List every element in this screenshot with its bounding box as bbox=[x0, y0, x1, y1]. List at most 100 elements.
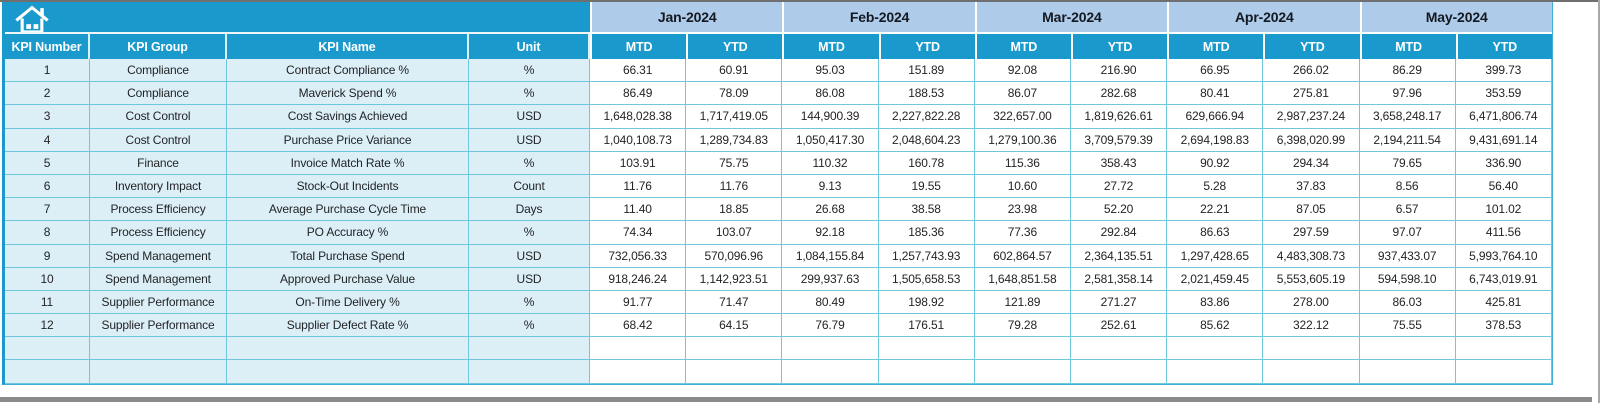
cell-value[interactable]: 101.02 bbox=[1455, 198, 1552, 222]
cell-value[interactable]: 11.40 bbox=[590, 198, 687, 222]
empty-cell[interactable] bbox=[90, 360, 227, 384]
cell-value[interactable]: 271.27 bbox=[1070, 290, 1168, 315]
cell-value[interactable]: 198.92 bbox=[878, 290, 975, 315]
cell-value[interactable]: 629,666.94 bbox=[1167, 105, 1264, 129]
cell-kpi-number[interactable]: 7 bbox=[5, 198, 90, 222]
cell-value[interactable]: 60.91 bbox=[686, 59, 783, 83]
cell-value[interactable]: 292.84 bbox=[1070, 221, 1168, 245]
cell-value[interactable]: 22.21 bbox=[1167, 198, 1264, 222]
cell-value[interactable]: 86.49 bbox=[590, 82, 687, 106]
cell-value[interactable]: 19.55 bbox=[878, 174, 975, 199]
cell-value[interactable]: 937,433.07 bbox=[1359, 244, 1456, 268]
cell-value[interactable]: 27.72 bbox=[1070, 174, 1168, 199]
cell-value[interactable]: 92.08 bbox=[974, 59, 1071, 83]
cell-kpi-group[interactable]: Spend Management bbox=[90, 244, 227, 268]
cell-kpi-name[interactable]: Average Purchase Cycle Time bbox=[227, 198, 469, 222]
cell-kpi-name[interactable]: Total Purchase Spend bbox=[227, 244, 469, 268]
cell-value[interactable]: 3,658,248.17 bbox=[1359, 105, 1456, 129]
cell-unit[interactable]: % bbox=[469, 151, 590, 175]
cell-value[interactable]: 38.58 bbox=[878, 198, 975, 222]
cell-value[interactable]: 6,398,020.99 bbox=[1263, 128, 1360, 152]
cell-value[interactable]: 299,937.63 bbox=[782, 267, 879, 291]
cell-value[interactable]: 66.31 bbox=[590, 59, 687, 83]
cell-value[interactable]: 97.96 bbox=[1359, 82, 1456, 106]
cell-value[interactable]: 188.53 bbox=[878, 82, 975, 106]
cell-value[interactable]: 176.51 bbox=[878, 314, 975, 338]
cell-value[interactable]: 358.43 bbox=[1070, 151, 1168, 175]
cell-value[interactable]: 75.55 bbox=[1359, 314, 1456, 338]
cell-value[interactable]: 6,743,019.91 bbox=[1455, 267, 1552, 291]
cell-kpi-group[interactable]: Compliance bbox=[90, 82, 227, 106]
cell-value[interactable]: 68.42 bbox=[590, 314, 687, 338]
cell-kpi-group[interactable]: Finance bbox=[90, 151, 227, 175]
cell-kpi-number[interactable]: 4 bbox=[5, 128, 90, 152]
cell-unit[interactable]: USD bbox=[469, 128, 590, 152]
cell-value[interactable]: 266.02 bbox=[1263, 59, 1360, 83]
cell-value[interactable]: 5,553,605.19 bbox=[1263, 267, 1360, 291]
cell-kpi-number[interactable]: 2 bbox=[5, 82, 90, 106]
empty-cell[interactable] bbox=[686, 337, 783, 361]
cell-value[interactable]: 602,864.57 bbox=[974, 244, 1071, 268]
empty-cell[interactable] bbox=[782, 360, 879, 384]
cell-value[interactable]: 10.60 bbox=[974, 174, 1071, 199]
cell-value[interactable]: 216.90 bbox=[1070, 59, 1168, 83]
cell-value[interactable]: 66.95 bbox=[1167, 59, 1264, 83]
cell-kpi-group[interactable]: Compliance bbox=[90, 59, 227, 83]
cell-unit[interactable]: % bbox=[469, 314, 590, 338]
cell-value[interactable]: 2,227,822.28 bbox=[878, 105, 975, 129]
cell-kpi-name[interactable]: Purchase Price Variance bbox=[227, 128, 469, 152]
home-button[interactable] bbox=[14, 4, 50, 32]
cell-value[interactable]: 97.07 bbox=[1359, 221, 1456, 245]
cell-value[interactable]: 1,050,417.30 bbox=[782, 128, 879, 152]
cell-unit[interactable]: Count bbox=[469, 174, 590, 199]
empty-cell[interactable] bbox=[5, 360, 90, 384]
empty-cell[interactable] bbox=[1167, 337, 1264, 361]
cell-kpi-group[interactable]: Cost Control bbox=[90, 128, 227, 152]
cell-value[interactable]: 86.07 bbox=[974, 82, 1071, 106]
cell-value[interactable]: 732,056.33 bbox=[590, 244, 687, 268]
empty-cell[interactable] bbox=[1263, 337, 1360, 361]
cell-value[interactable]: 336.90 bbox=[1455, 151, 1552, 175]
cell-value[interactable]: 95.03 bbox=[782, 59, 879, 83]
cell-value[interactable]: 85.62 bbox=[1167, 314, 1264, 338]
cell-kpi-group[interactable]: Process Efficiency bbox=[90, 221, 227, 245]
cell-value[interactable]: 18.85 bbox=[686, 198, 783, 222]
cell-kpi-group[interactable]: Spend Management bbox=[90, 267, 227, 291]
empty-cell[interactable] bbox=[878, 337, 975, 361]
cell-kpi-name[interactable]: Supplier Defect Rate % bbox=[227, 314, 469, 338]
empty-cell[interactable] bbox=[469, 337, 590, 361]
cell-value[interactable]: 92.18 bbox=[782, 221, 879, 245]
cell-kpi-number[interactable]: 1 bbox=[5, 59, 90, 83]
cell-value[interactable]: 322.12 bbox=[1263, 314, 1360, 338]
cell-value[interactable]: 2,581,358.14 bbox=[1070, 267, 1168, 291]
cell-value[interactable]: 87.05 bbox=[1263, 198, 1360, 222]
cell-kpi-number[interactable]: 12 bbox=[5, 314, 90, 338]
cell-value[interactable]: 1,040,108.73 bbox=[590, 128, 687, 152]
cell-value[interactable]: 294.34 bbox=[1263, 151, 1360, 175]
cell-value[interactable]: 4,483,308.73 bbox=[1263, 244, 1360, 268]
cell-value[interactable]: 56.40 bbox=[1455, 174, 1552, 199]
cell-value[interactable]: 252.61 bbox=[1070, 314, 1168, 338]
cell-unit[interactable]: % bbox=[469, 290, 590, 315]
cell-value[interactable]: 185.36 bbox=[878, 221, 975, 245]
cell-value[interactable]: 83.86 bbox=[1167, 290, 1264, 315]
cell-value[interactable]: 26.68 bbox=[782, 198, 879, 222]
cell-value[interactable]: 23.98 bbox=[974, 198, 1071, 222]
cell-value[interactable]: 11.76 bbox=[686, 174, 783, 199]
cell-value[interactable]: 74.34 bbox=[590, 221, 687, 245]
cell-value[interactable]: 160.78 bbox=[878, 151, 975, 175]
cell-value[interactable]: 91.77 bbox=[590, 290, 687, 315]
cell-value[interactable]: 144,900.39 bbox=[782, 105, 879, 129]
cell-value[interactable]: 80.41 bbox=[1167, 82, 1264, 106]
cell-kpi-group[interactable]: Cost Control bbox=[90, 105, 227, 129]
cell-kpi-number[interactable]: 5 bbox=[5, 151, 90, 175]
cell-value[interactable]: 71.47 bbox=[686, 290, 783, 315]
cell-value[interactable]: 425.81 bbox=[1455, 290, 1552, 315]
cell-value[interactable]: 75.75 bbox=[686, 151, 783, 175]
cell-value[interactable]: 6.57 bbox=[1359, 198, 1456, 222]
cell-value[interactable]: 594,598.10 bbox=[1359, 267, 1456, 291]
cell-value[interactable]: 2,364,135.51 bbox=[1070, 244, 1168, 268]
cell-value[interactable]: 103.07 bbox=[686, 221, 783, 245]
cell-value[interactable]: 297.59 bbox=[1263, 221, 1360, 245]
cell-kpi-group[interactable]: Supplier Performance bbox=[90, 290, 227, 315]
